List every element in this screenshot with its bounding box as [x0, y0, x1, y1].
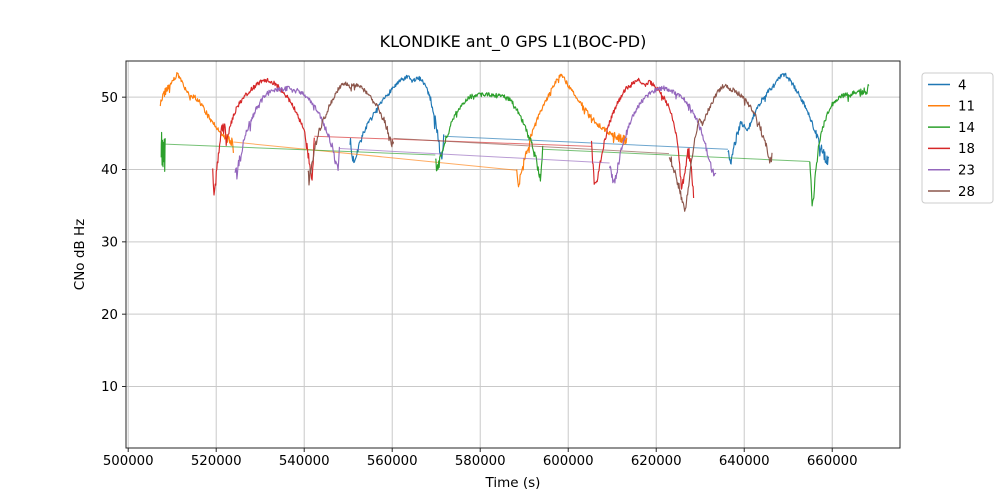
legend: 4 11 14 18 23 28 — [921, 72, 994, 204]
y-tick-label: 30 — [101, 235, 118, 250]
legend-label-28: 28 — [958, 185, 975, 200]
series-line-23 — [609, 85, 717, 184]
series-line-23 — [234, 85, 340, 180]
legend-label-14: 14 — [958, 121, 975, 136]
y-tick-label: 20 — [101, 308, 118, 323]
x-tick-label: 620000 — [631, 454, 682, 469]
legend-label-4: 4 — [958, 78, 966, 93]
series-line-11 — [159, 72, 234, 153]
y-axis-label: CNo dB Hz — [72, 219, 88, 290]
legend-label-18: 18 — [958, 142, 975, 157]
series-bridge-14 — [542, 148, 810, 163]
y-tick-label: 50 — [101, 91, 118, 106]
x-tick-label: 640000 — [719, 454, 770, 469]
x-tick-label: 600000 — [543, 454, 594, 469]
series-bridge-23 — [339, 148, 610, 164]
series-bridge-14 — [165, 143, 436, 156]
series-bridge-4 — [443, 135, 728, 150]
plot-border — [125, 60, 901, 449]
legend-label-11: 11 — [958, 100, 975, 115]
x-tick-label: 560000 — [367, 454, 418, 469]
x-tick-label: 520000 — [191, 454, 242, 469]
series-line-18 — [212, 77, 315, 196]
x-tick-label: 580000 — [455, 454, 506, 469]
series-line-4 — [727, 72, 830, 166]
chart-title: KLONDIKE ant_0 GPS L1(BOC-PD) — [380, 32, 647, 52]
series-line-4 — [349, 74, 445, 164]
series-line-14 — [809, 84, 870, 207]
x-axis-label: Time (s) — [485, 475, 541, 491]
axis-layer: 500000 520000 540000 560000 580000 600000 6200… — [101, 60, 901, 469]
x-tick-label: 500000 — [103, 454, 154, 469]
series-layer — [159, 72, 870, 212]
series-line-11 — [516, 73, 628, 188]
y-tick-label: 10 — [101, 380, 118, 395]
series-bridge-28 — [393, 137, 670, 155]
series-line-28 — [668, 83, 773, 212]
y-tick-label: 40 — [101, 163, 118, 178]
x-tick-label: 660000 — [807, 454, 858, 469]
series-line-14 — [434, 92, 544, 182]
series-bridge-11 — [233, 141, 517, 171]
series-line-14 — [160, 131, 166, 172]
grid-layer — [126, 61, 900, 448]
x-tick-label: 540000 — [279, 454, 330, 469]
series-line-18 — [590, 77, 695, 199]
series-line-28 — [307, 81, 395, 186]
legend-label-23: 23 — [958, 164, 975, 179]
